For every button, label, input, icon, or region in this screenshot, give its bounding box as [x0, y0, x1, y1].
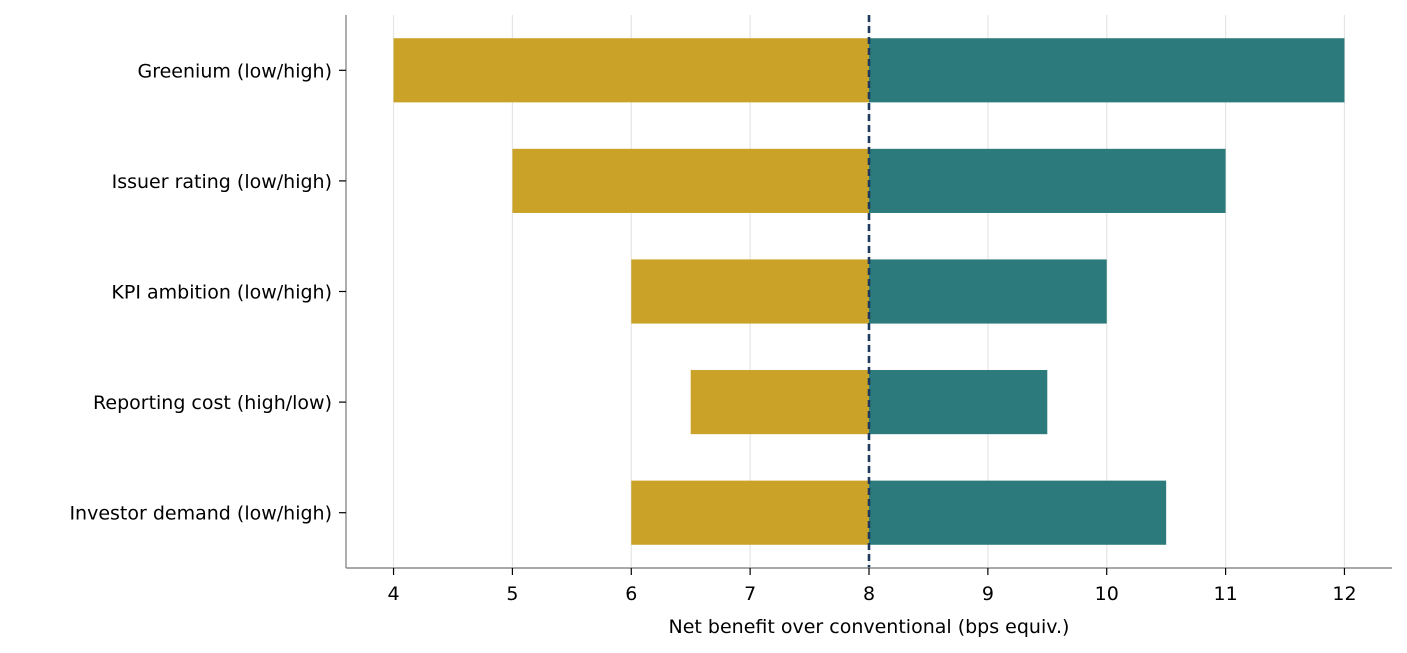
x-tick-label-4: 8: [863, 583, 875, 605]
bar-high-0: [869, 38, 1345, 103]
bar-low-2: [631, 259, 869, 324]
bar-high-1: [869, 148, 1226, 213]
bars: [393, 38, 1345, 545]
x-tick-label-3: 7: [744, 583, 756, 605]
y-tick-label-4: Investor demand (low/high): [69, 503, 332, 525]
x-axis-title: Net benefit over conventional (bps equiv…: [669, 616, 1070, 638]
bar-low-0: [393, 38, 869, 103]
x-tick-label-6: 10: [1095, 583, 1119, 605]
x-tick-label-8: 12: [1332, 583, 1356, 605]
y-tick-label-3: Reporting cost (high/low): [93, 392, 332, 414]
x-tick-label-7: 11: [1213, 583, 1237, 605]
bar-high-3: [869, 370, 1048, 435]
bar-low-4: [631, 480, 869, 545]
bar-low-1: [512, 148, 869, 213]
y-tick-label-1: Issuer rating (low/high): [112, 171, 332, 193]
ticks: Greenium (low/high) Issuer rating (low/hi…: [69, 60, 1356, 605]
x-tick-label-1: 5: [506, 583, 518, 605]
x-tick-label-5: 9: [982, 583, 994, 605]
y-tick-label-0: Greenium (low/high): [138, 60, 333, 82]
y-tick-label-2: KPI ambition (low/high): [111, 282, 332, 304]
bar-high-4: [869, 480, 1167, 545]
bar-high-2: [869, 259, 1107, 324]
x-tick-label-0: 4: [387, 583, 399, 605]
bar-low-3: [690, 370, 869, 435]
x-tick-label-2: 6: [625, 583, 637, 605]
